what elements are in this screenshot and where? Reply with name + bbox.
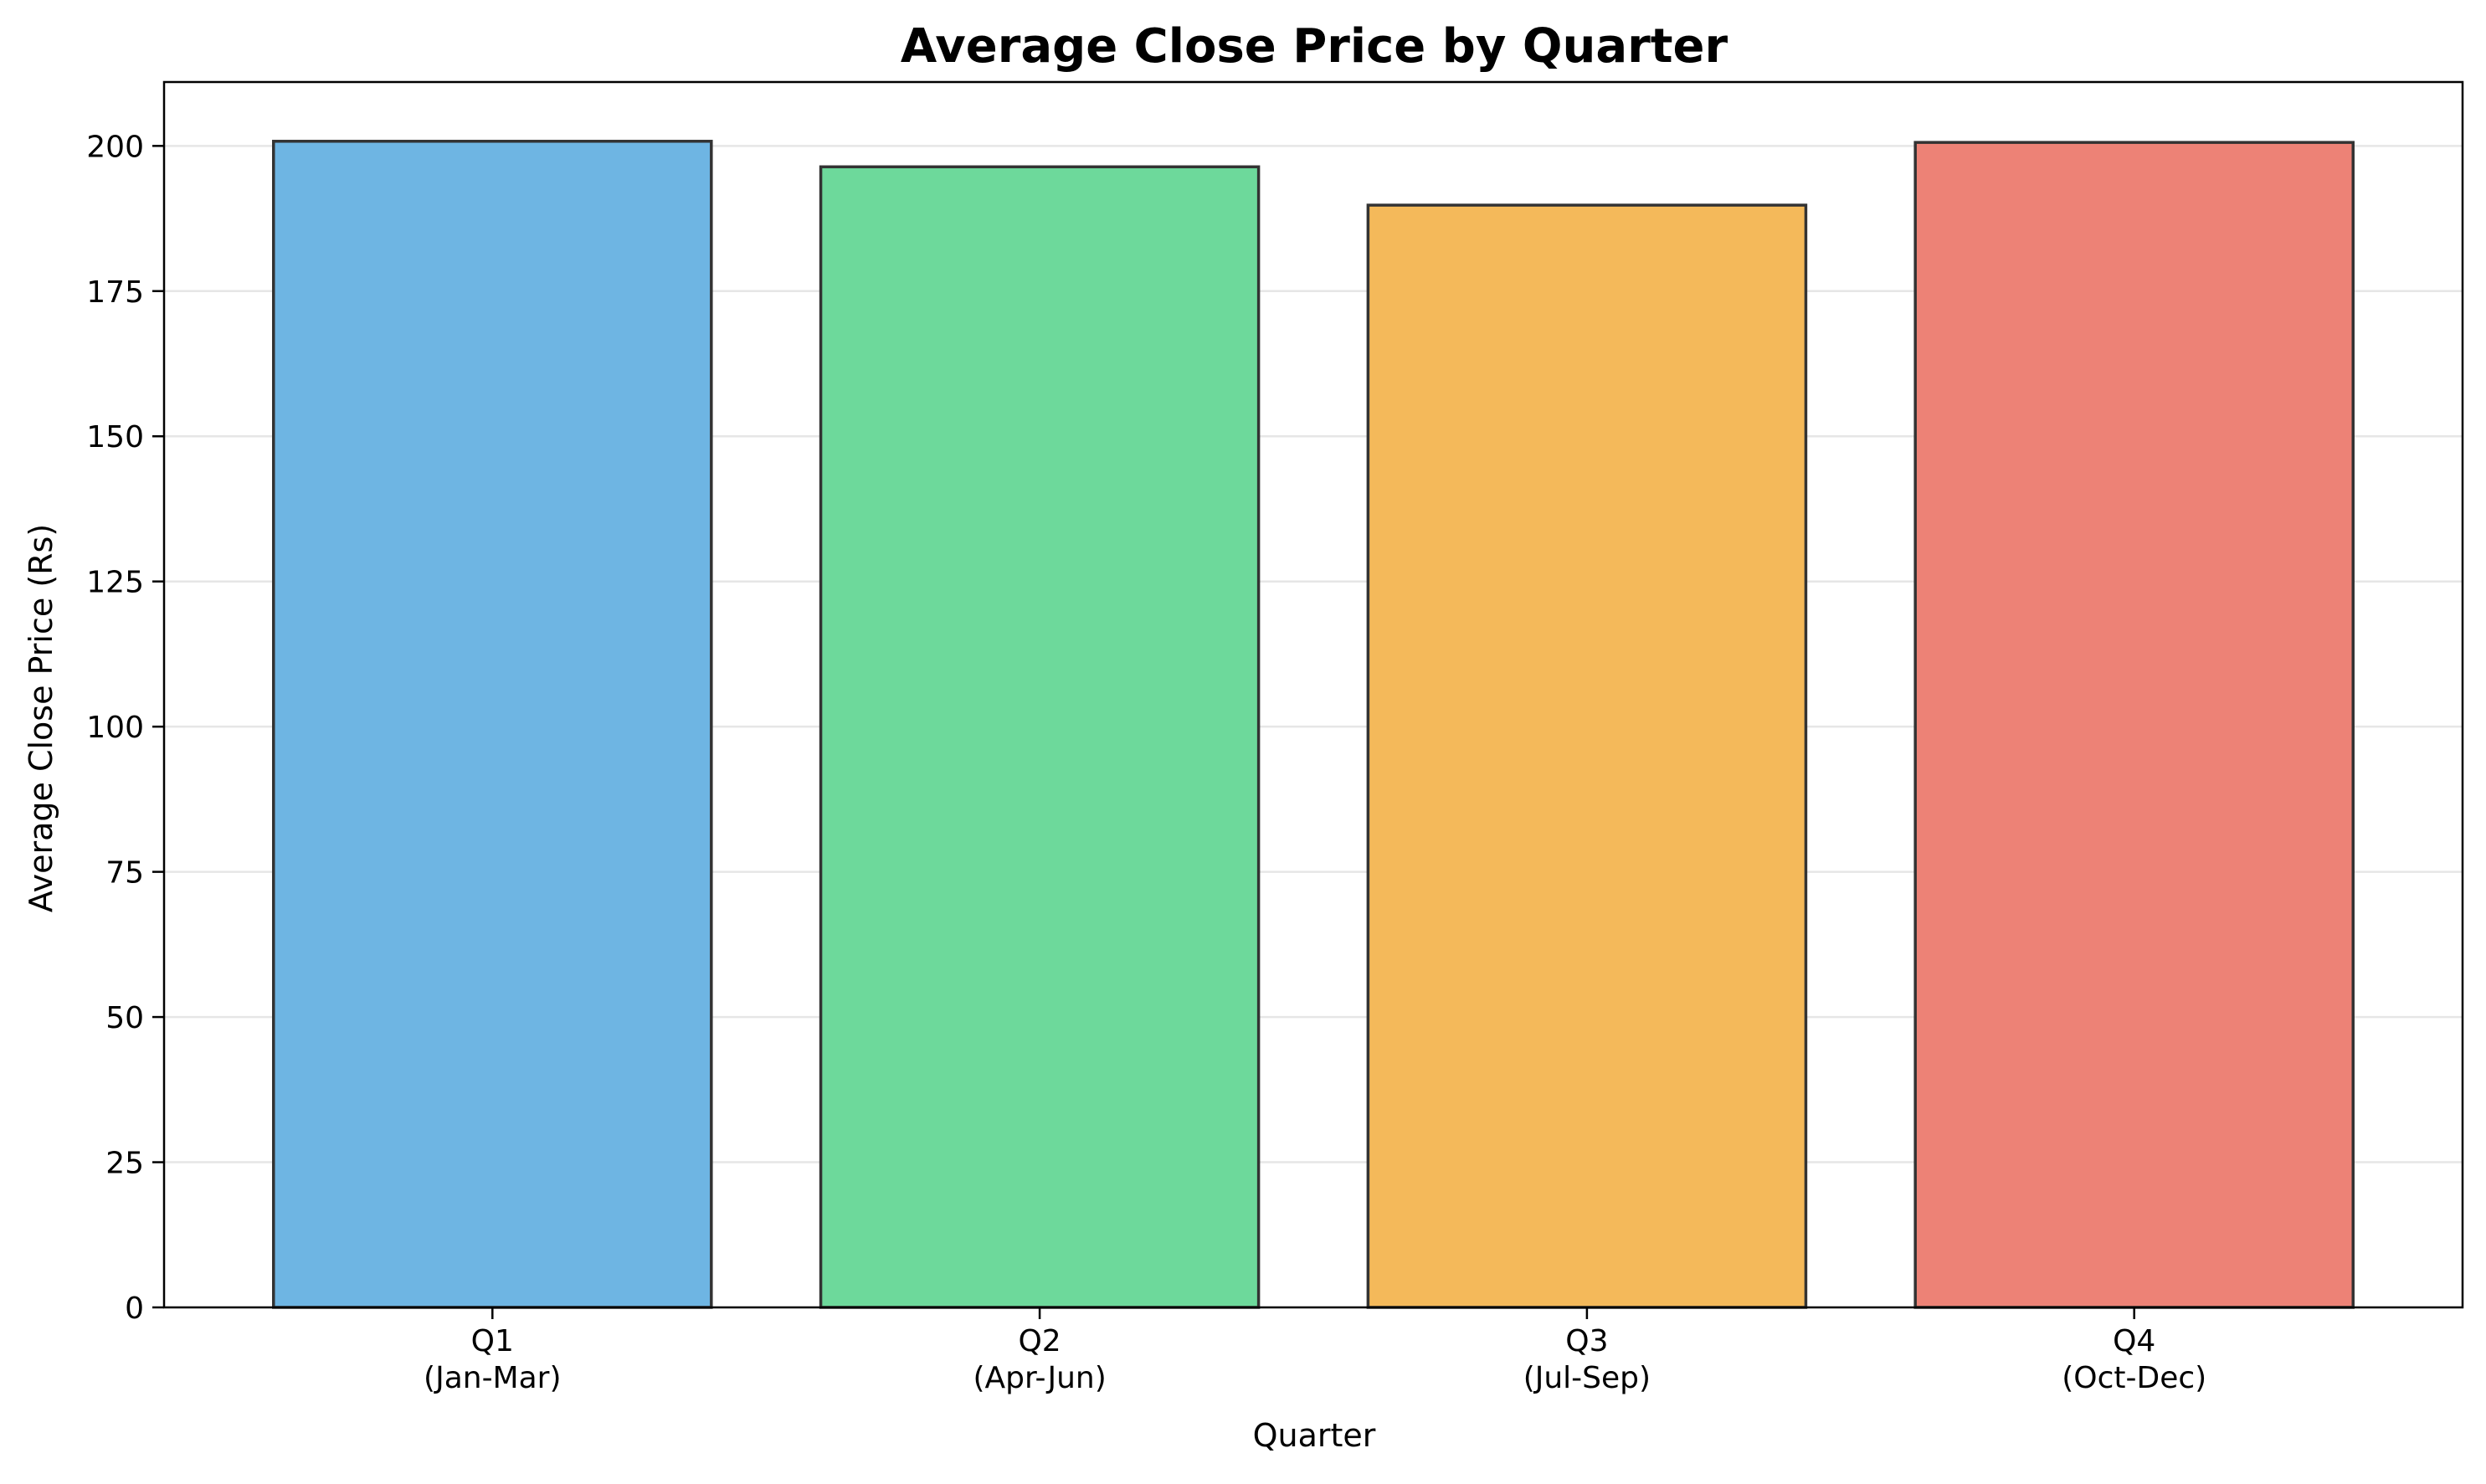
y-tick-label: 100 xyxy=(86,711,144,745)
bar-q2 xyxy=(819,165,1261,1309)
x-tick-label: Q1 xyxy=(471,1324,514,1358)
bar-q3 xyxy=(1366,203,1808,1309)
x-tick-sublabel: (Apr-Jun) xyxy=(973,1361,1106,1395)
bars xyxy=(272,140,2355,1309)
y-tick-label: 200 xyxy=(86,130,144,164)
y-tick-label: 25 xyxy=(105,1147,144,1181)
x-tick-label: Q4 xyxy=(2113,1324,2155,1358)
y-tick-label: 125 xyxy=(86,566,144,600)
x-tick-sublabel: (Jan-Mar) xyxy=(424,1361,562,1395)
x-tick-label: Q3 xyxy=(1565,1324,1608,1358)
x-axis-label: Quarter xyxy=(1253,1417,1376,1454)
y-axis-ticks: 0 25 50 75 100 125 150 175 200 xyxy=(86,130,164,1326)
y-tick-label: 150 xyxy=(86,420,144,454)
plot-frame xyxy=(162,80,2464,1309)
x-tick-sublabel: (Oct-Dec) xyxy=(2062,1361,2206,1395)
y-tick-label: 0 xyxy=(125,1291,144,1326)
x-tick-sublabel: (Jul-Sep) xyxy=(1523,1361,1651,1395)
x-tick-label: Q2 xyxy=(1018,1324,1061,1358)
bar-q1 xyxy=(272,140,713,1309)
chart-title: Average Close Price by Quarter xyxy=(901,19,1728,74)
x-axis-ticks: Q1(Jan-Mar) Q2(Apr-Jun) Q3(Jul-Sep) Q4(Oct-… xyxy=(424,1307,2206,1395)
y-tick-label: 50 xyxy=(105,1001,144,1035)
y-axis-label: Average Close Price (Rs) xyxy=(23,524,59,912)
y-tick-label: 175 xyxy=(86,275,144,310)
y-tick-label: 75 xyxy=(105,856,144,891)
bar-q4 xyxy=(1913,141,2355,1309)
